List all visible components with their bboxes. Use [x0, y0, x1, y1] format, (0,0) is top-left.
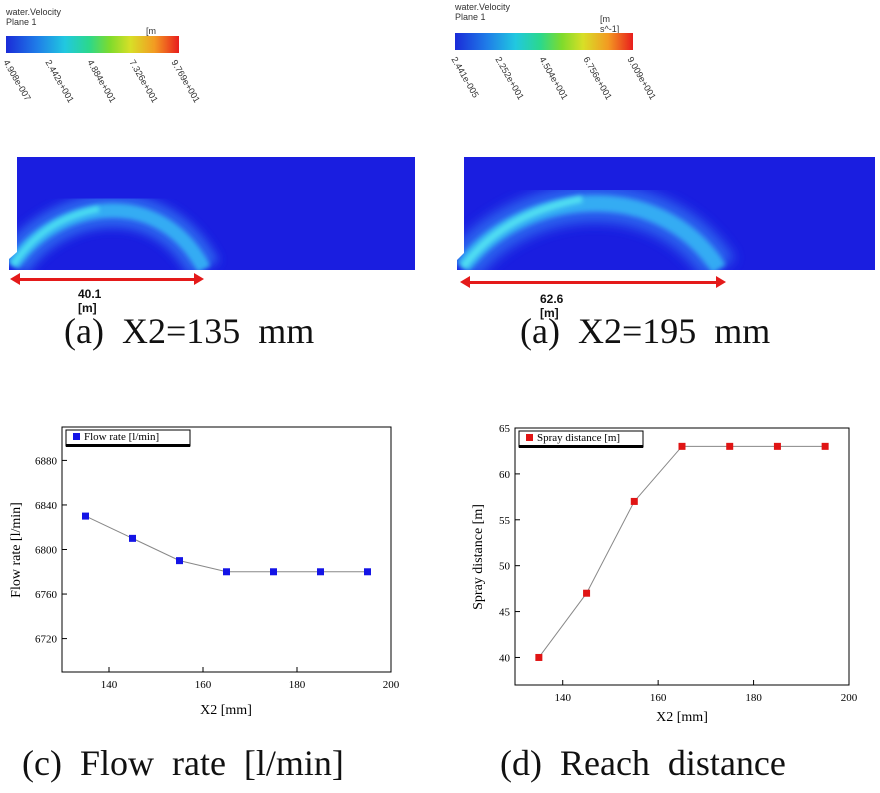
x-ticks: 140 160 180 200: [101, 667, 400, 691]
y-axis-label: Flow rate [l/min]: [9, 502, 24, 598]
x-tick-label: 180: [289, 679, 306, 691]
y-tick-label: 45: [499, 607, 511, 619]
chart-caption-c: (c) Flow rate [l/min]: [22, 743, 344, 783]
x-tick-label: 180: [745, 692, 762, 704]
spray-distance-chart: 140 160 180 200 40 45 50 55 60 65 Spray distance…: [471, 423, 858, 725]
velocity-colorbar: [455, 33, 633, 50]
plane-name: Plane 1: [455, 12, 486, 22]
x-tick-label: 200: [383, 679, 400, 691]
plot-frame: [61, 426, 392, 673]
colorbar-tick: 9.009e+001: [625, 55, 658, 102]
plane-name: Plane 1: [6, 17, 37, 27]
y-axis-label: Spray distance [m]: [471, 504, 486, 610]
spray-distance-markers: [535, 442, 829, 661]
colorbar-tick: 2.441e-005: [449, 55, 481, 100]
spray-distance-point: [773, 442, 781, 450]
velocity-contour-plot: [9, 157, 415, 270]
legend-label: Flow rate [l/min]: [84, 431, 159, 443]
flow-rate-point: [82, 512, 89, 520]
cfd-variable-title: water.Velocity Plane 1: [6, 7, 61, 27]
colorbar-tick: 2.442e+001: [43, 58, 76, 105]
colorbar-tick: 6.756e+001: [581, 55, 614, 102]
water-jet-plume: [457, 157, 735, 270]
reach-distance-label: 40.1 [m]: [78, 287, 102, 315]
y-tick-label: 6720: [35, 634, 58, 646]
variable-name: water.Velocity: [6, 7, 62, 17]
colorbar-tick: 4.884e+001: [85, 58, 118, 105]
x-tick-label: 200: [841, 692, 858, 704]
y-ticks: 40 45 50 55 60 65: [499, 423, 520, 664]
x-ticks: 140 160 180 200: [554, 680, 858, 704]
spray-distance-point: [678, 442, 686, 450]
flow-rate-point: [223, 568, 230, 576]
y-tick-label: 6880: [35, 455, 58, 467]
panel-caption-a2: (a) X2=195 mm: [520, 311, 771, 351]
plot-frame: [514, 427, 850, 686]
legend: Flow rate [l/min]: [65, 429, 191, 447]
flow-rate-markers: [82, 512, 371, 576]
water-jet-plume: [9, 157, 220, 270]
reach-distance-arrow: [10, 273, 204, 285]
flow-rate-chart: 140 160 180 200 6720 6760 6800 6840 6880 Flow r…: [9, 426, 400, 718]
colorbar-tick: 4.908e-007: [1, 58, 33, 103]
variable-name: water.Velocity: [455, 2, 511, 12]
colorbar-unit: [m s^-1]: [600, 14, 620, 34]
colorbar-tick: 2.252e+001: [493, 55, 526, 102]
legend-label: Spray distance [m]: [537, 432, 620, 444]
y-tick-label: 50: [499, 561, 511, 573]
x-tick-label: 140: [101, 679, 118, 691]
y-tick-label: 6800: [35, 545, 58, 557]
y-tick-label: 60: [499, 469, 511, 481]
y-tick-label: 6840: [35, 500, 58, 512]
velocity-colorbar: [6, 36, 179, 53]
velocity-contour-plot: [457, 157, 875, 270]
spray-distance-point: [583, 589, 591, 597]
y-tick-label: 6760: [35, 589, 58, 601]
flow-rate-point: [364, 568, 371, 576]
flow-rate-point: [317, 568, 324, 576]
chart-caption-d: (d) Reach distance: [500, 743, 786, 783]
spray-distance-point: [630, 497, 638, 505]
reach-distance-arrow: [460, 276, 726, 288]
x-axis-label: X2 [mm]: [200, 703, 252, 718]
y-tick-label: 40: [499, 652, 511, 664]
legend: Spray distance [m]: [518, 430, 644, 448]
y-tick-label: 55: [499, 515, 511, 527]
x-tick-label: 160: [650, 692, 667, 704]
spray-distance-point: [535, 653, 543, 661]
legend-marker: [73, 433, 80, 440]
legend-marker: [526, 434, 533, 441]
spray-distance-point: [726, 442, 734, 450]
y-ticks: 6720 6760 6800 6840 6880: [35, 455, 67, 646]
spray-distance-point: [821, 442, 829, 450]
cfd-variable-title: water.Velocity Plane 1: [455, 2, 510, 22]
colorbar-tick: 9.769e+001: [169, 58, 202, 105]
x-tick-label: 160: [195, 679, 212, 691]
y-tick-label: 65: [499, 423, 511, 435]
x-tick-label: 140: [554, 692, 571, 704]
colorbar-tick: 4.504e+001: [537, 55, 570, 102]
colorbar-tick: 7.326e+001: [127, 58, 160, 105]
panel-caption-a1: (a) X2=135 mm: [64, 311, 315, 351]
flow-rate-point: [176, 557, 183, 565]
flow-rate-point: [129, 534, 136, 542]
reach-distance-label: 62.6 [m]: [540, 292, 564, 320]
x-axis-label: X2 [mm]: [656, 710, 708, 725]
flow-rate-point: [270, 568, 277, 576]
